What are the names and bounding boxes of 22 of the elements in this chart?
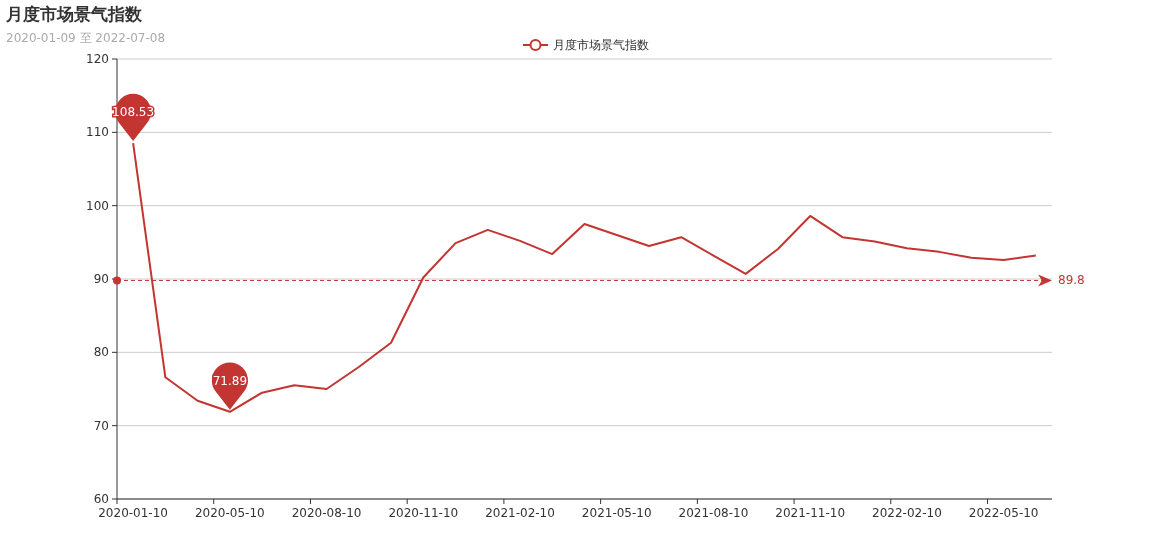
y-tick-label: 70 [93, 418, 109, 433]
x-tick-label: 2020-01-10 [98, 506, 168, 520]
y-tick-label: 60 [93, 492, 109, 506]
x-tick-label: 2021-08-10 [678, 506, 749, 520]
x-tick-label: 2021-05-10 [581, 506, 652, 520]
y-tick-label: 80 [93, 345, 109, 360]
x-tick-label: 2021-11-10 [775, 506, 846, 520]
ref-line-label: 89.8 [1058, 273, 1085, 288]
chart-subtitle: 2020-01-09 至 2022-07-08 [6, 31, 166, 45]
y-tick-label: 120 [86, 52, 109, 66]
annotation: 71.89 [212, 373, 248, 388]
x-tick-label: 2020-11-10 [388, 506, 459, 520]
x-tick-label: 2020-08-10 [291, 506, 362, 520]
y-tick-label: 90 [93, 272, 109, 286]
y-tick-label: 100 [86, 198, 109, 213]
x-tick-label: 2021-02-10 [485, 506, 555, 520]
x-tick-label: 2022-02-10 [872, 506, 942, 520]
y-tick-label: 110 [86, 125, 109, 140]
x-tick-label: 2020-05-10 [194, 506, 265, 520]
x-tick-label: 2022-05-10 [968, 506, 1039, 520]
legend-label: 月度市场景气指数 [553, 38, 649, 52]
chart-title: 月度市场景气指数 [5, 4, 143, 24]
